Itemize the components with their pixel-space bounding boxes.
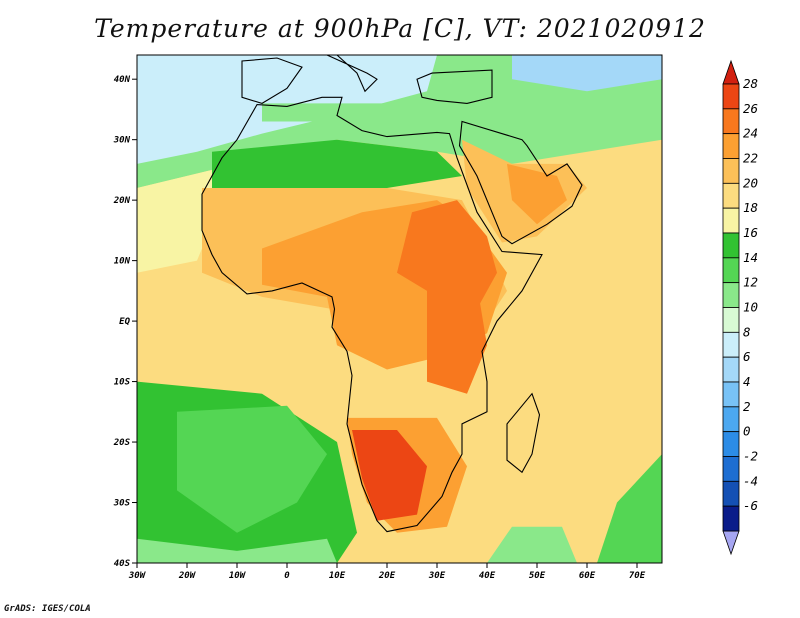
- x-tick-label: 30E: [428, 571, 446, 581]
- colorbar-swatch: [722, 431, 740, 457]
- y-tick-label: 40N: [114, 75, 131, 85]
- colorbar-label: -6: [743, 498, 758, 513]
- x-tick-label: 10W: [229, 571, 247, 581]
- y-tick-label: 20S: [113, 438, 131, 448]
- x-tick-label: 50E: [529, 571, 546, 581]
- chart-title: Temperature at 900hPa [C], VT: 202102091…: [94, 14, 706, 43]
- colorbar-swatch: [722, 307, 740, 333]
- y-tick-label: 30S: [113, 499, 131, 509]
- x-tick-label: 10E: [329, 571, 346, 581]
- colorbar-label: 20: [743, 175, 758, 190]
- colorbar-swatch: [722, 406, 740, 433]
- y-axis: 40N 30N 20N 10N EQ 10S 20S 30S 40S: [113, 75, 137, 569]
- colorbar-label: 22: [743, 151, 758, 166]
- field-south-atl-green: [177, 405, 327, 533]
- colorbar-label: 12: [743, 275, 758, 290]
- field-east-core: [427, 284, 487, 394]
- field-south-africa-hot: [352, 430, 427, 521]
- colorbar-swatch: [722, 133, 740, 159]
- colorbar-label: 16: [743, 225, 758, 240]
- colorbar-swatch: [722, 480, 740, 507]
- y-tick-label: 30N: [113, 136, 131, 146]
- colorbar-swatch: [722, 505, 740, 532]
- colorbar-swatch: [722, 356, 740, 383]
- colorbar-swatch: [722, 257, 740, 284]
- colorbar-max-arrow: [722, 59, 740, 85]
- x-tick-label: 20E: [378, 571, 396, 581]
- y-tick-label: EQ: [119, 317, 130, 327]
- credit-label: GrADS: IGES/COLA: [4, 604, 91, 614]
- colorbar-label: 24: [743, 126, 758, 141]
- y-tick-label: 10S: [114, 378, 131, 388]
- colorbar-swatch: [722, 182, 740, 209]
- colorbar-label: 28: [743, 76, 758, 91]
- colorbar-swatch: [722, 456, 740, 482]
- italy-coastline: [326, 55, 378, 93]
- colorbar-label: 14: [743, 250, 758, 265]
- field-arabian-sea: [547, 176, 662, 322]
- colorbar-swatch: [722, 282, 740, 308]
- colorbar-label: 4: [743, 374, 751, 389]
- x-tick-label: 20W: [178, 571, 197, 581]
- colorbar-label: 2: [743, 399, 751, 414]
- field-southeast-cool: [487, 526, 577, 563]
- colorbar-label: 10: [743, 300, 758, 315]
- colorbar-swatch: [722, 331, 740, 358]
- colorbar-label: 8: [743, 324, 751, 339]
- field-ethiopia: [397, 200, 497, 309]
- colorbar-label: 26: [743, 101, 758, 116]
- x-tick-label: 30W: [128, 571, 147, 581]
- colorbar-swatch: [722, 207, 740, 234]
- field-indian-green: [597, 454, 662, 563]
- colorbar-swatch: [722, 108, 740, 135]
- x-tick-label: 0: [284, 571, 290, 581]
- colorbar-swatch: [722, 232, 740, 259]
- x-tick-label: 70E: [629, 571, 646, 581]
- colorbar-swatch: [722, 381, 740, 408]
- field-east-cold: [512, 55, 662, 92]
- colorbar-label: 18: [743, 200, 758, 215]
- colorbar-label: 6: [743, 349, 751, 364]
- anatolia-coastline: [416, 69, 493, 104]
- y-tick-label: 10N: [114, 257, 131, 267]
- iberia-coastline: [241, 57, 303, 104]
- field-arabia-hot: [507, 163, 567, 225]
- colorbar-swatch: [722, 83, 740, 110]
- x-tick-label: 40E: [479, 571, 496, 581]
- africa-coastline: [201, 96, 543, 533]
- field-sahara: [212, 139, 462, 188]
- colorbar-label: 0: [743, 424, 751, 439]
- colorbar-label: -2: [743, 449, 758, 464]
- y-tick-label: 20N: [113, 196, 131, 206]
- colorbar-label: -4: [743, 473, 758, 488]
- y-tick-label: 40S: [114, 559, 131, 569]
- field-far-south: [137, 538, 337, 563]
- colorbar-min-arrow: [722, 530, 740, 556]
- x-axis: 30W 20W 10W 0 10E 20E 30E 40E 50E 60E 70E: [128, 563, 646, 581]
- field-med: [262, 103, 467, 134]
- field-madagascar: [502, 393, 537, 473]
- arabia-coastline: [458, 120, 583, 245]
- map-frame: [136, 54, 663, 564]
- madagascar-coastline: [506, 392, 541, 474]
- x-tick-label: 60E: [579, 571, 596, 581]
- colorbar-swatch: [722, 158, 740, 184]
